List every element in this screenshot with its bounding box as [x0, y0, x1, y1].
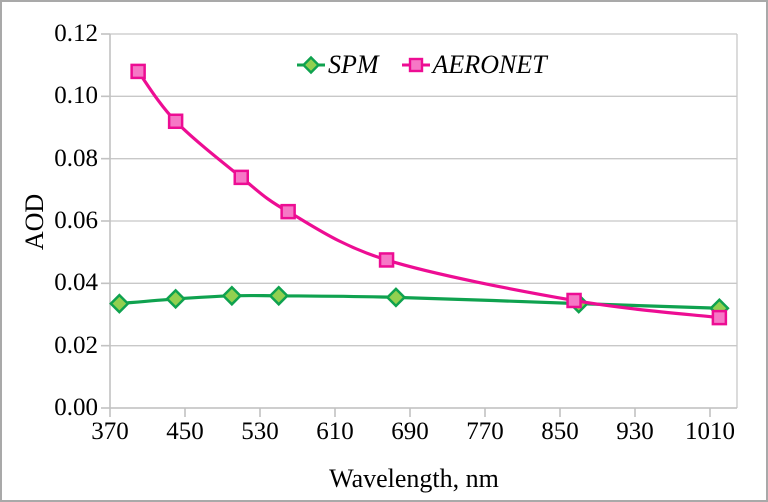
legend-item-spm: SPM — [296, 51, 379, 79]
x-tick-label: 450 — [166, 418, 204, 445]
x-tick-label: 370 — [91, 418, 129, 445]
y-tick-label: 0.02 — [54, 331, 98, 359]
spm-diamond-marker-icon — [297, 55, 325, 75]
x-tick-label: 610 — [316, 418, 354, 445]
data-point-aeronet — [130, 63, 146, 80]
data-point-aeronet — [378, 252, 395, 268]
data-point-aeronet — [280, 203, 296, 220]
series-line-spm — [119, 293, 720, 310]
aeronet-square-marker-icon — [401, 57, 430, 73]
x-axis-title: Wavelength, nm — [329, 464, 499, 493]
data-point-spm — [165, 288, 186, 310]
legend-label-spm: SPM — [328, 50, 379, 79]
x-tick-label: 690 — [391, 418, 429, 445]
x-tick-label: 930 — [616, 418, 654, 445]
x-tick-label: 1010 — [685, 418, 735, 445]
x-tick-label: 530 — [241, 418, 279, 445]
data-point-aeronet — [167, 113, 184, 130]
data-point-aeronet — [566, 292, 582, 309]
data-point-spm — [109, 293, 130, 314]
y-tick-label: 0.08 — [54, 144, 98, 172]
legend: SPM AERONET — [296, 51, 547, 79]
data-point-aeronet — [711, 309, 728, 326]
y-tick-label: 0.12 — [54, 20, 98, 47]
legend-label-aeronet: AERONET — [432, 50, 547, 79]
series-line-aeronet — [136, 70, 720, 320]
data-point-spm — [268, 285, 290, 307]
y-tick-label: 0.06 — [54, 207, 98, 234]
y-tick-label: 0.04 — [54, 269, 98, 297]
data-point-spm — [221, 285, 243, 307]
y-tick-label: 0.10 — [54, 82, 98, 110]
x-tick-label: 850 — [541, 418, 579, 445]
data-point-aeronet — [233, 169, 249, 186]
data-point-spm — [385, 287, 407, 308]
x-tick-label: 770 — [466, 418, 504, 445]
y-tick-label: 0.00 — [54, 394, 98, 421]
legend-item-aeronet: AERONET — [401, 51, 547, 79]
